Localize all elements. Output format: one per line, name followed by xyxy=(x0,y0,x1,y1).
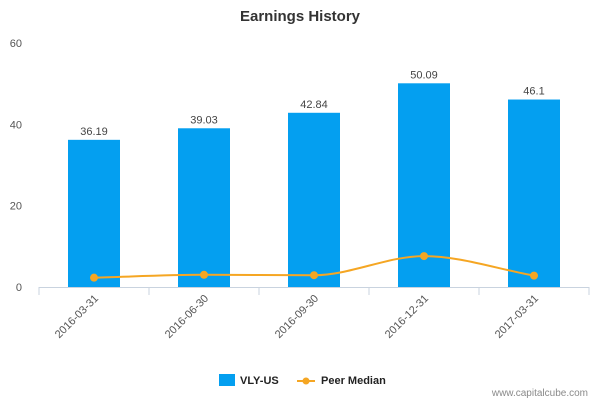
bar-data-label: 39.03 xyxy=(190,114,218,126)
peer-median-point[interactable] xyxy=(200,270,208,279)
bar-data-label: 42.84 xyxy=(300,99,328,111)
y-tick-label: 60 xyxy=(10,38,22,50)
bar[interactable] xyxy=(508,99,560,287)
y-tick-label: 20 xyxy=(10,201,22,213)
peer-median-point[interactable] xyxy=(310,271,318,280)
legend-label-vly-us[interactable]: VLY-US xyxy=(240,375,279,387)
bar-series: 36.19 39.03 42.84 50.09 46.1 xyxy=(68,69,560,288)
x-axis: 2016-03-31 2016-06-30 2016-09-30 2016-12-31… xyxy=(38,287,590,341)
y-axis: 0 20 40 60 xyxy=(10,38,22,294)
bar[interactable] xyxy=(68,139,120,287)
x-tick-label: 2017-03-31 xyxy=(493,293,541,341)
peer-median-point[interactable] xyxy=(530,271,538,280)
x-tick-label: 2016-03-31 xyxy=(53,293,101,341)
legend-marker-peer-median[interactable] xyxy=(302,377,310,385)
x-tick-label: 2016-12-31 xyxy=(383,293,431,341)
chart-title: Earnings History xyxy=(240,8,361,25)
legend-label-peer-median[interactable]: Peer Median xyxy=(321,375,386,387)
x-tick-label: 2016-06-30 xyxy=(163,293,211,341)
x-tick-label: 2016-09-30 xyxy=(273,293,321,341)
bar[interactable] xyxy=(288,112,340,287)
legend: VLY-US Peer Median xyxy=(219,374,386,387)
source-credit[interactable]: www.capitalcube.com xyxy=(491,388,588,399)
y-tick-label: 40 xyxy=(10,119,22,131)
bar-data-label: 36.19 xyxy=(80,126,108,138)
y-tick-label: 0 xyxy=(16,282,22,294)
peer-median-point[interactable] xyxy=(90,273,98,282)
legend-swatch-vly-us[interactable] xyxy=(219,374,235,386)
peer-median-point[interactable] xyxy=(420,252,428,261)
line-series xyxy=(90,252,538,282)
bar[interactable] xyxy=(178,128,230,287)
bar-data-label: 50.09 xyxy=(410,69,438,81)
bar-data-label: 46.1 xyxy=(523,86,544,98)
